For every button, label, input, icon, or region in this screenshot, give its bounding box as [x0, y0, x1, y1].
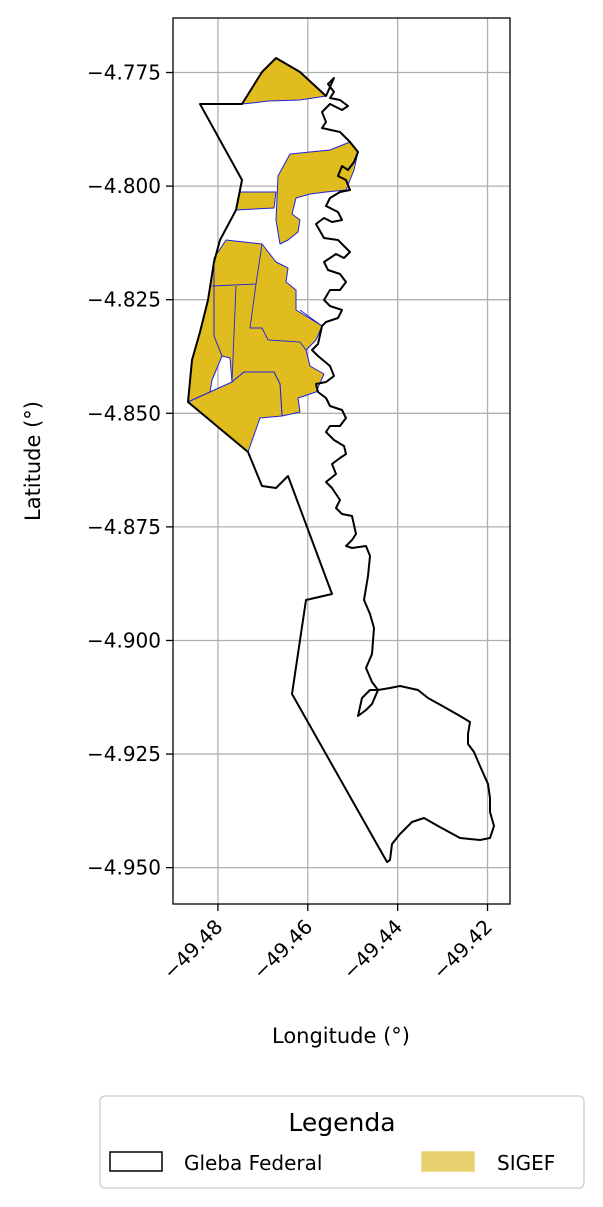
legend: Legenda Gleba Federal SIGEF	[100, 1096, 584, 1188]
y-axis-title: Latitude (°)	[21, 401, 45, 521]
y-axis-ticks: −4.775 −4.800 −4.825 −4.850 −4.875 −4.900 −4.9…	[87, 61, 173, 880]
legend-label-sigef: SIGEF	[497, 1151, 555, 1175]
x-axis-title: Longitude (°)	[272, 1024, 410, 1048]
legend-swatch-gleba-federal	[110, 1152, 162, 1171]
y-tick-label: −4.775	[87, 61, 161, 85]
x-tick-label: −49.44	[338, 915, 407, 984]
y-tick-label: −4.925	[87, 742, 161, 766]
sigef-parcels	[188, 58, 358, 452]
sigef-parcel-east-upper	[276, 142, 358, 244]
y-tick-label: −4.950	[87, 856, 161, 880]
gleba-federal-boundary	[188, 58, 494, 862]
sigef-parcel-strip	[236, 192, 276, 210]
sigef-parcel-north	[242, 58, 326, 104]
legend-label-gleba-federal: Gleba Federal	[184, 1151, 322, 1175]
gleba-federal-outline	[188, 58, 494, 862]
x-tick-label: −49.48	[158, 915, 227, 984]
y-tick-label: −4.875	[87, 515, 161, 539]
y-tick-label: −4.825	[87, 288, 161, 312]
x-tick-label: −49.42	[428, 915, 497, 984]
legend-swatch-sigef	[422, 1152, 474, 1171]
x-tick-label: −49.46	[248, 915, 317, 984]
legend-title: Legenda	[288, 1108, 395, 1137]
y-tick-label: −4.850	[87, 401, 161, 425]
x-axis-ticks: −49.48 −49.46 −49.44 −49.42	[158, 904, 497, 984]
y-tick-label: −4.800	[87, 174, 161, 198]
y-tick-label: −4.900	[87, 628, 161, 652]
